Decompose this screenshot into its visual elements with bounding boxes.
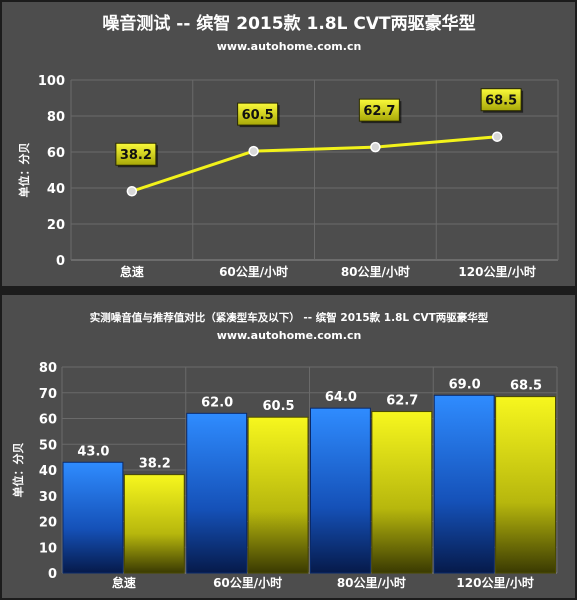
line-chart-data-label: 62.7 xyxy=(363,104,395,119)
bar-chart-x-tick-label: 60公里/小时 xyxy=(213,575,282,590)
bar-chart-title: 实测噪音值与推荐值对比（紧凑型车及以下） -- 缤智 2015款 1.8L CV… xyxy=(90,311,489,324)
bar-chart-y-tick-label: 30 xyxy=(39,490,57,505)
line-chart-panel xyxy=(2,2,575,286)
line-chart-data-label: 38.2 xyxy=(120,148,152,163)
bar-chart-y-tick-label: 10 xyxy=(39,541,57,556)
bar-chart-y-tick-label: 0 xyxy=(48,567,57,582)
bar-chart-bar-series1 xyxy=(62,461,124,574)
bar-chart-data-label: 62.7 xyxy=(386,394,418,409)
bar-chart-x-ticks: 怠速 60公里/小时 80公里/小时 120公里/小时 xyxy=(112,575,534,590)
line-chart: 噪音测试 -- 缤智 2015款 1.8L CVT两驱豪华型 www.autoh… xyxy=(2,2,575,286)
bar-chart-bar-series2 xyxy=(123,474,185,574)
bar-chart-bar-series2 xyxy=(495,396,556,574)
bar-chart-data-label: 68.5 xyxy=(510,379,542,394)
bar-chart-y-tick-label: 50 xyxy=(39,438,57,453)
line-chart-point xyxy=(248,145,259,157)
line-chart-point xyxy=(126,185,138,197)
bar-chart-data-label: 43.0 xyxy=(77,444,109,459)
bar-chart: 实测噪音值与推荐值对比（紧凑型车及以下） -- 缤智 2015款 1.8L CV… xyxy=(2,295,575,598)
line-chart-y-tick-label: 80 xyxy=(47,110,65,125)
line-chart-x-tick-label: 120公里/小时 xyxy=(458,264,535,279)
line-chart-x-ticks: 怠速 60公里/小时 80公里/小时 120公里/小时 xyxy=(120,264,536,279)
line-chart-grid xyxy=(70,79,559,261)
line-chart-y-tick-label: 100 xyxy=(38,74,65,89)
bar-chart-bar-series1 xyxy=(186,412,248,574)
bar-chart-bar-series2 xyxy=(371,411,433,574)
line-chart-title: 噪音测试 -- 缤智 2015款 1.8L CVT两驱豪华型 xyxy=(102,13,475,34)
bar-chart-y-tick-label: 80 xyxy=(39,361,57,376)
line-chart-y-ticks: 0 20 40 60 80 100 xyxy=(38,74,65,269)
bar-chart-y-axis-title: 单位：分贝 xyxy=(11,443,25,498)
line-chart-x-tick-label: 60公里/小时 xyxy=(219,264,288,279)
bar-chart-data-label: 62.0 xyxy=(201,395,233,410)
line-chart-y-tick-label: 0 xyxy=(56,254,65,269)
line-chart-data-label-box xyxy=(358,98,400,122)
line-chart-subtitle: www.autohome.com.cn xyxy=(217,40,362,53)
bar-chart-y-tick-label: 40 xyxy=(39,464,57,479)
line-chart-data-label: 68.5 xyxy=(485,94,517,109)
bar-chart-x-tick-label: 120公里/小时 xyxy=(456,575,533,590)
line-chart-point xyxy=(370,141,381,153)
line-chart-y-axis-title: 单位：分贝 xyxy=(17,143,31,198)
bar-chart-bar-series1 xyxy=(310,407,371,574)
bar-chart-x-tick-label: 80公里/小时 xyxy=(337,575,406,590)
line-chart-series-line xyxy=(131,135,498,193)
bar-chart-bar-series2 xyxy=(247,416,309,574)
line-chart-y-tick-label: 40 xyxy=(47,182,65,197)
line-chart-point xyxy=(491,131,503,142)
bar-chart-data-label: 60.5 xyxy=(263,399,295,414)
bar-chart-x-tick-label: 怠速 xyxy=(112,575,136,590)
bar-chart-data-labels: 43.0 62.0 64.0 69.0 38.2 60.5 62.7 68.5 xyxy=(77,377,542,471)
bar-chart-data-label: 38.2 xyxy=(139,457,171,472)
line-chart-x-tick-label: 80公里/小时 xyxy=(341,264,410,279)
bar-chart-data-label: 64.0 xyxy=(325,390,357,405)
bar-chart-y-tick-label: 20 xyxy=(39,516,57,531)
bar-chart-bars xyxy=(62,394,556,574)
bar-chart-y-tick-label: 70 xyxy=(39,387,57,402)
line-chart-marks: 38.2 60.5 62.7 68.5 xyxy=(115,88,524,197)
bar-chart-data-label: 69.0 xyxy=(449,377,481,392)
line-chart-data-label-box xyxy=(115,142,157,166)
line-chart-y-tick-label: 60 xyxy=(47,146,65,161)
line-chart-data-label-box xyxy=(480,88,522,112)
bar-chart-y-tick-label: 60 xyxy=(39,413,57,428)
bar-chart-bar-series1 xyxy=(433,394,495,574)
line-chart-data-label-box xyxy=(237,102,279,126)
bar-chart-subtitle: www.autohome.com.cn xyxy=(217,329,362,342)
bar-chart-y-ticks: 0 10 20 30 40 50 60 70 80 xyxy=(39,361,57,582)
line-chart-data-label: 60.5 xyxy=(242,108,274,123)
line-chart-y-tick-label: 20 xyxy=(47,218,65,233)
line-chart-x-tick-label: 怠速 xyxy=(120,264,144,279)
